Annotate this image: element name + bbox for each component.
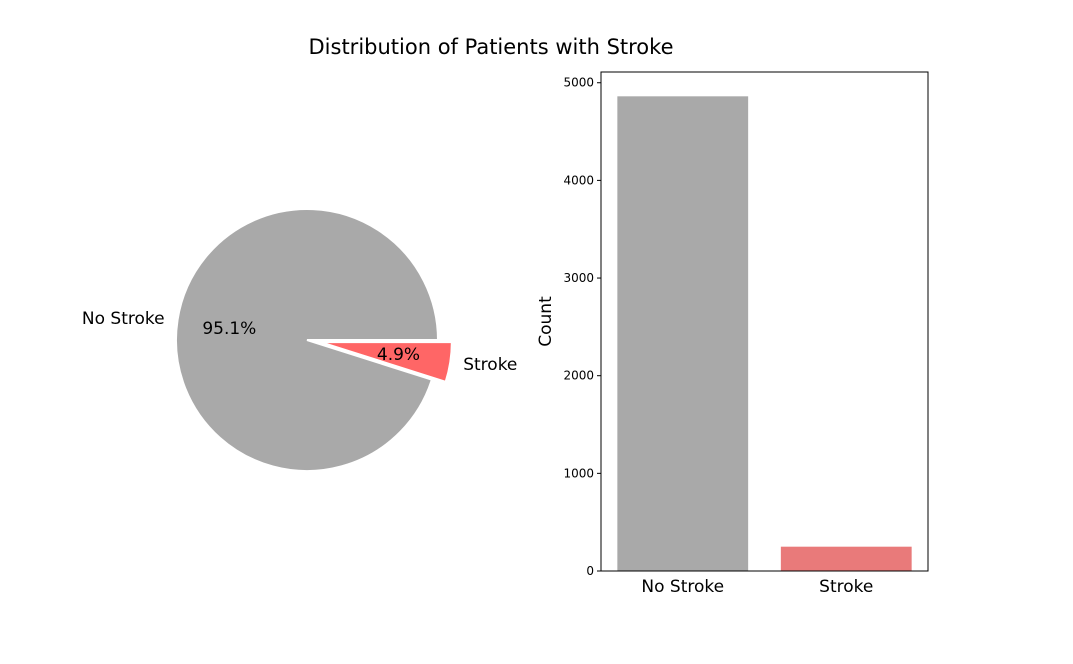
y-tick-label: 2000 — [563, 369, 594, 383]
pie-label-no-stroke: No Stroke — [82, 309, 165, 329]
y-tick-label: 1000 — [563, 466, 594, 480]
y-tick-label: 3000 — [563, 271, 594, 285]
pie-slice-stroke — [320, 341, 453, 384]
bar-stroke — [780, 546, 912, 571]
bar-no-stroke — [617, 96, 749, 572]
pie-pct-no-stroke: 95.1% — [202, 319, 256, 339]
x-tick-label-no-stroke: No Stroke — [641, 577, 724, 597]
axes-frame — [600, 71, 929, 572]
pie-slice-no-stroke — [175, 208, 440, 472]
pie-pct-stroke: 4.9% — [377, 345, 420, 365]
y-axis-label: Count — [536, 296, 556, 347]
chart-title: Distribution of Patients with Stroke — [309, 35, 674, 59]
pie-label-stroke: Stroke — [463, 355, 517, 375]
y-tick-label: 0 — [586, 564, 594, 578]
x-tick-label-stroke: Stroke — [819, 577, 873, 597]
bar-chart: 0 1000 2000 3000 4000 5000 No Stroke Stroke C… — [536, 71, 929, 597]
pie-chart: No Stroke Stroke 95.1% 4.9% — [82, 208, 517, 472]
y-axis-ticks: 0 1000 2000 3000 4000 5000 — [563, 76, 601, 578]
y-tick-label: 4000 — [563, 173, 594, 187]
y-tick-label: 5000 — [563, 76, 594, 90]
